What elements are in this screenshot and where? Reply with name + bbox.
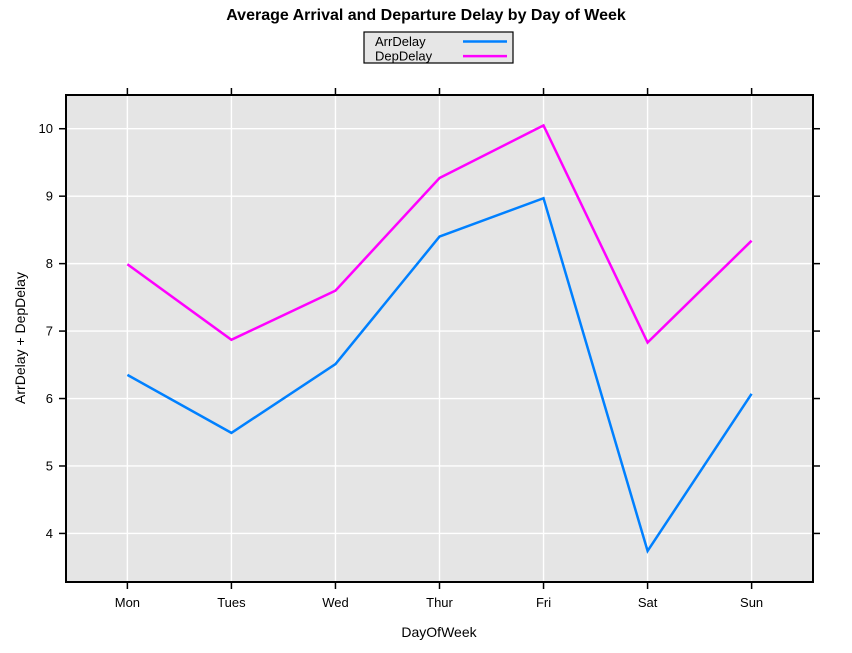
tick-layer (59, 88, 820, 589)
chart-title: Average Arrival and Departure Delay by D… (226, 7, 626, 24)
y-tick-label: 7 (46, 324, 53, 339)
legend-item-label: ArrDelay (375, 34, 426, 49)
x-tick-label: Mon (115, 595, 140, 610)
x-tick-label: Tues (217, 595, 246, 610)
y-tick-label: 9 (46, 189, 53, 204)
series-line-depdelay (126, 123, 753, 345)
y-tick-label: 8 (46, 256, 53, 271)
y-tick-label: 10 (39, 121, 53, 136)
series-layer (126, 123, 753, 554)
x-tick-label: Sat (638, 595, 658, 610)
tick-label-layer: 4 5 6 7 8 9 10 Mon Tues Wed Thur Fri Sat Sun (39, 121, 764, 610)
y-tick-label: 5 (46, 458, 53, 473)
legend-item: ArrDelay (375, 34, 507, 49)
y-axis-title: ArrDelay + DepDelay (12, 272, 28, 404)
x-axis-title: DayOfWeek (401, 624, 477, 640)
x-tick-label: Sun (740, 595, 763, 610)
y-tick-label: 4 (46, 526, 53, 541)
y-tick-label: 6 (46, 391, 53, 406)
x-tick-label: Wed (322, 595, 349, 610)
grid-layer (66, 95, 813, 582)
legend-item: DepDelay (375, 49, 507, 64)
x-tick-label: Fri (536, 595, 551, 610)
x-tick-label: Thur (426, 595, 453, 610)
series-line-arrdelay (126, 196, 753, 554)
legend-item-label: DepDelay (375, 49, 433, 64)
legend-box (363, 31, 514, 64)
